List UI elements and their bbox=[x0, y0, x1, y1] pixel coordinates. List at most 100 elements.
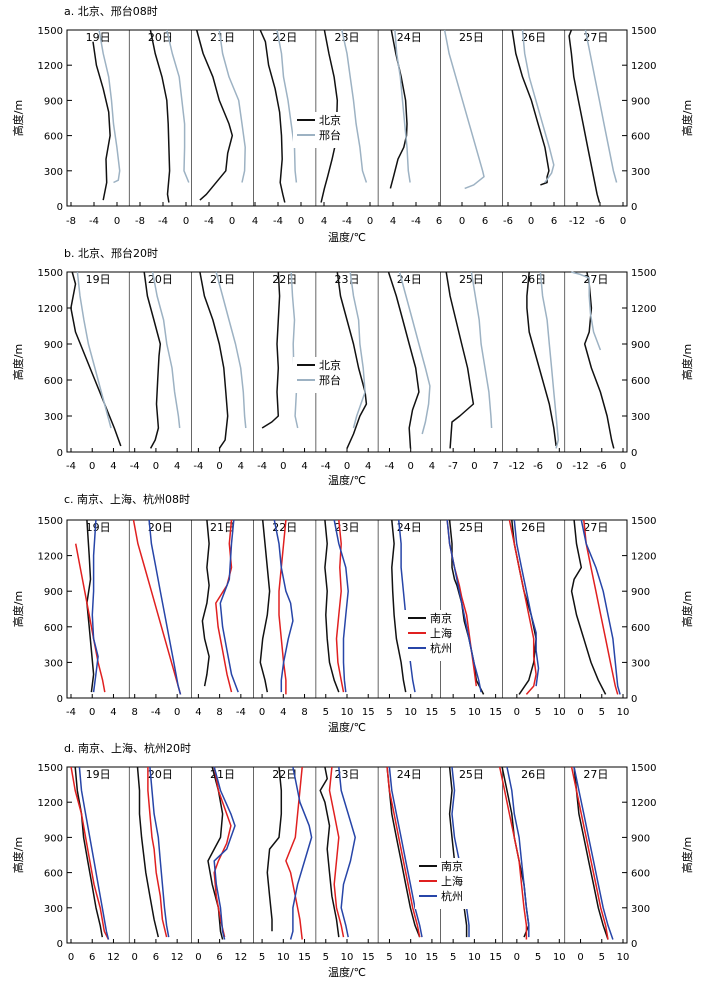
x-tick-label: 8 bbox=[216, 707, 222, 718]
x-tick-label: -4 bbox=[257, 461, 267, 472]
subpanel-19日: 19日 bbox=[86, 29, 121, 201]
y-tick-label-right: 0 bbox=[631, 939, 637, 950]
x-tick-label: 4 bbox=[110, 707, 116, 718]
legend-label: 南京 bbox=[441, 859, 463, 873]
x-tick-label: 4 bbox=[429, 461, 435, 472]
subpanel-26日: 26日 bbox=[521, 271, 560, 449]
subpanel-22日: 22日 bbox=[266, 766, 313, 940]
y-tick-label-left: 1500 bbox=[38, 268, 63, 279]
series-line-北京 bbox=[511, 29, 550, 186]
subpanel-21日: 21日 bbox=[207, 766, 236, 940]
y-tick-label-right: 600 bbox=[631, 623, 650, 634]
x-tick-label: -12 bbox=[572, 461, 588, 472]
subpanel-26日: 26日 bbox=[511, 29, 555, 186]
x-tick-label: -4 bbox=[66, 461, 76, 472]
series-line-南京 bbox=[266, 766, 283, 932]
series-line-上海 bbox=[498, 766, 528, 940]
x-tick-label: 10 bbox=[468, 707, 481, 718]
x-tick-label: 4 bbox=[252, 216, 258, 227]
x-tick-label: 10 bbox=[617, 952, 630, 963]
day-label: 24日 bbox=[397, 31, 422, 44]
subpanel-21日: 21日 bbox=[201, 519, 239, 693]
x-tick-label: 5 bbox=[599, 952, 605, 963]
subpanel-26日: 26日 bbox=[508, 519, 546, 695]
y-tick-label-left: 1200 bbox=[38, 61, 63, 72]
x-tick-label: 0 bbox=[620, 461, 626, 472]
x-tick-label: 10 bbox=[617, 707, 630, 718]
y-tick-label-left: 900 bbox=[44, 587, 63, 598]
day-label: 21日 bbox=[210, 273, 235, 286]
subpanel-25日: 25日 bbox=[443, 29, 485, 190]
subpanel-27日: 27日 bbox=[568, 29, 618, 203]
series-line-杭州 bbox=[338, 766, 356, 938]
y-tick-label-left: 1500 bbox=[38, 763, 63, 774]
x-tick-label: 10 bbox=[468, 952, 481, 963]
y-tick-label-left: 1200 bbox=[38, 304, 63, 315]
x-tick-label: 0 bbox=[89, 461, 95, 472]
series-line-南京 bbox=[386, 766, 421, 938]
series-line-北京 bbox=[259, 29, 286, 203]
subpanel-21日: 21日 bbox=[195, 29, 246, 201]
series-line-杭州 bbox=[213, 766, 236, 940]
series-line-邢台 bbox=[341, 29, 368, 183]
chart-title: b. 北京、邢台20时 bbox=[64, 246, 158, 260]
series-line-上海 bbox=[132, 519, 182, 695]
series-line-杭州 bbox=[289, 766, 313, 940]
series-line-南京 bbox=[319, 766, 340, 938]
series-line-北京 bbox=[583, 271, 615, 449]
y-tick-label-right: 600 bbox=[631, 376, 650, 387]
y-tick-label-right: 1500 bbox=[631, 516, 656, 527]
x-tick-label: 0 bbox=[259, 707, 265, 718]
x-tick-label: 5 bbox=[450, 952, 456, 963]
series-line-南京 bbox=[201, 519, 210, 687]
legend-label: 邢台 bbox=[319, 128, 341, 142]
day-label: 25日 bbox=[459, 273, 484, 286]
x-tick-label: -4 bbox=[151, 707, 161, 718]
x-tick-label: 0 bbox=[280, 461, 286, 472]
x-tick-label: 0 bbox=[471, 461, 477, 472]
subpanel-24日: 24日 bbox=[391, 519, 422, 693]
x-tick-label: 0 bbox=[367, 216, 373, 227]
x-tick-label: 4 bbox=[110, 461, 116, 472]
y-tick-label-left: 900 bbox=[44, 340, 63, 351]
subpanel-22日: 22日 bbox=[261, 271, 299, 429]
series-line-北京 bbox=[199, 271, 229, 449]
x-tick-label: -4 bbox=[89, 216, 99, 227]
series-line-杭州 bbox=[148, 519, 182, 695]
series-line-杭州 bbox=[333, 519, 349, 693]
x-tick-label: 10 bbox=[553, 952, 566, 963]
y-tick-label-right: 600 bbox=[631, 132, 650, 143]
y-tick-label-left: 0 bbox=[57, 448, 63, 459]
series-line-邢台 bbox=[166, 29, 190, 183]
subpanel-24日: 24日 bbox=[386, 766, 423, 938]
x-tick-label: 0 bbox=[514, 707, 520, 718]
y-tick-label-right: 0 bbox=[631, 694, 637, 705]
legend-label: 杭州 bbox=[441, 889, 463, 903]
day-label: 27日 bbox=[583, 521, 608, 534]
x-axis-label: 温度/℃ bbox=[328, 720, 366, 734]
subpanel-25日: 25日 bbox=[446, 519, 485, 695]
x-tick-label: 8 bbox=[132, 707, 138, 718]
subpanel-23日: 23日 bbox=[335, 271, 368, 449]
y-tick-label-left: 1500 bbox=[38, 26, 63, 37]
day-label: 21日 bbox=[210, 521, 235, 534]
subpanel-22日: 22日 bbox=[259, 519, 297, 695]
x-tick-label: 12 bbox=[171, 952, 184, 963]
y-axis-label-right: 高度/m bbox=[680, 591, 694, 627]
day-label: 26日 bbox=[521, 521, 546, 534]
x-tick-label: 10 bbox=[277, 952, 290, 963]
x-tick-label: -8 bbox=[135, 216, 145, 227]
x-tick-label: -7 bbox=[448, 461, 458, 472]
x-tick-label: -4 bbox=[236, 707, 246, 718]
day-label: 22日 bbox=[272, 768, 297, 781]
x-tick-label: 6 bbox=[436, 216, 442, 227]
day-label: 21日 bbox=[210, 31, 235, 44]
x-tick-label: -4 bbox=[204, 216, 214, 227]
y-tick-label-right: 1200 bbox=[631, 798, 656, 809]
y-tick-label-right: 300 bbox=[631, 658, 650, 669]
x-tick-label: 15 bbox=[426, 707, 439, 718]
